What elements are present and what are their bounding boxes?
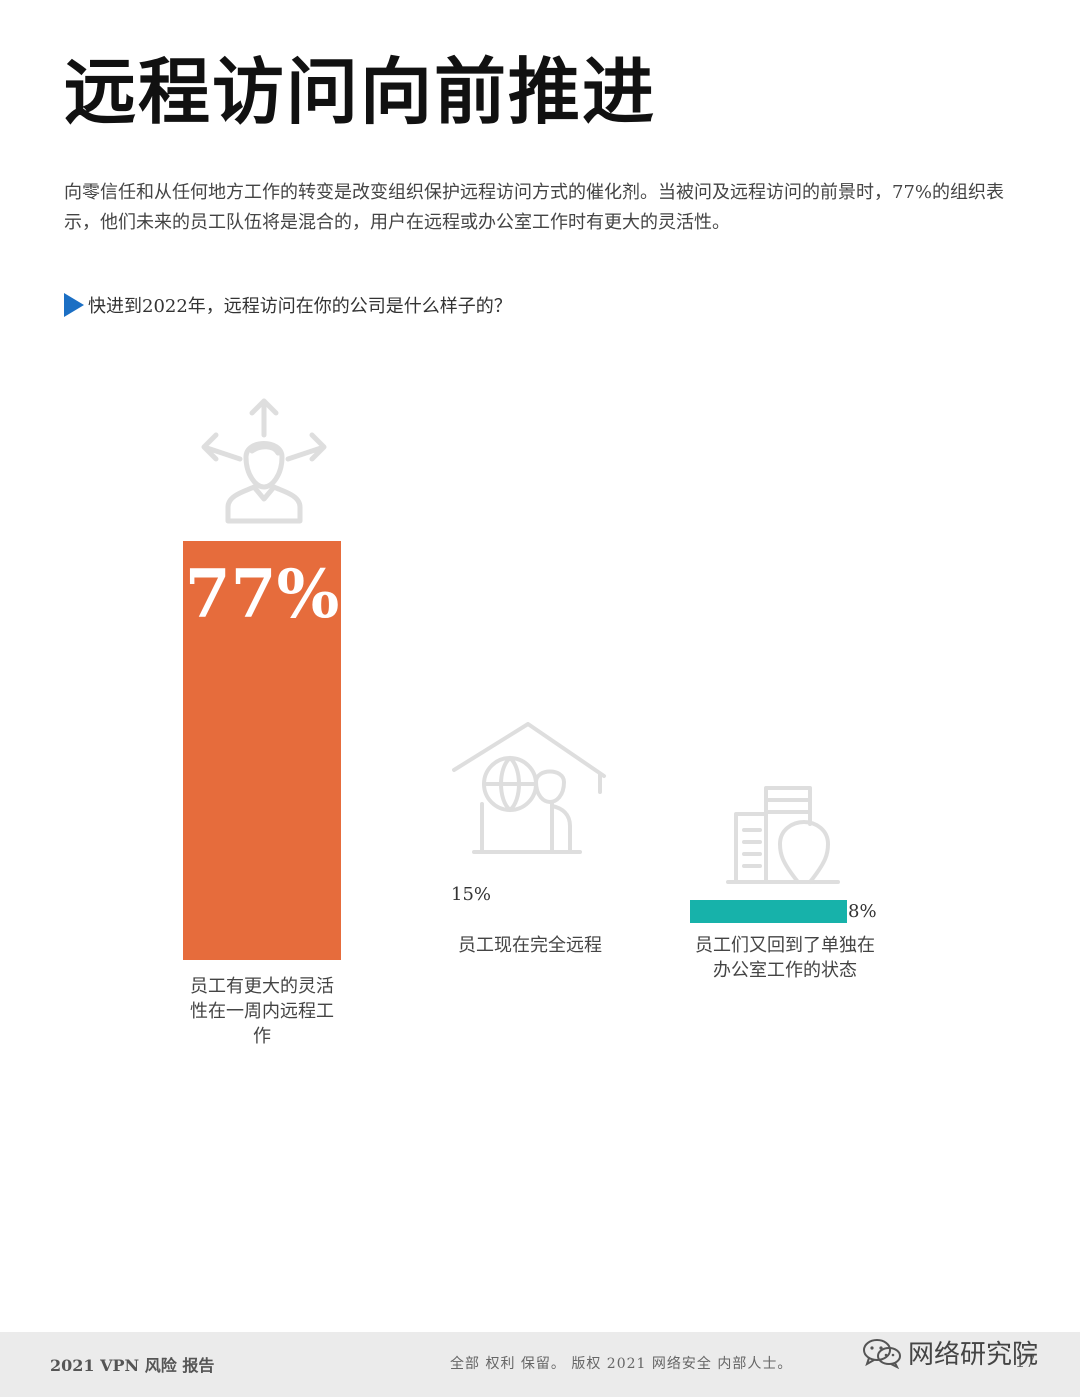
category-label-office-only-line-2: 办公室工作的状态 xyxy=(713,960,857,981)
category-label-fully-remote: 员工现在完全远程 xyxy=(420,933,640,958)
watermark-text: 网络研究院 xyxy=(908,1340,1039,1370)
footer-page-number: 17 xyxy=(1015,1352,1036,1371)
footer-copyright: 全部 权利 保留。 版权 2021 网络安全 内部人士。 xyxy=(450,1356,793,1372)
footer: 2021 VPN 风险 报告 全部 权利 保留。 版权 2021 网络安全 内部… xyxy=(0,1332,1080,1397)
category-label-flexible-remote-line-1: 员工有更大的灵活 xyxy=(190,976,334,997)
value-label-fully-remote: 15% xyxy=(451,884,492,905)
category-label-flexible-remote: 员工有更大的灵活 性在一周内远程工 作 xyxy=(177,974,347,1049)
bar-flexible-remote xyxy=(183,541,341,960)
category-label-office-only: 员工们又回到了单独在 办公室工作的状态 xyxy=(670,933,900,983)
bar-office-only xyxy=(690,900,847,923)
category-label-flexible-remote-line-2: 性在一周内远程工 xyxy=(190,1001,334,1022)
bar-fully-remote xyxy=(451,878,511,960)
house-remote-worker-icon xyxy=(452,722,606,854)
survey-question: 快进到2022年，远程访问在你的公司是什么样子的？ xyxy=(64,292,512,318)
value-label-flexible-remote: 77% xyxy=(184,555,340,633)
wechat-icon xyxy=(863,1338,901,1369)
watermark: 网络研究院 xyxy=(862,1334,1038,1371)
person-arrows-icon xyxy=(201,398,327,524)
play-triangle-icon xyxy=(64,293,84,317)
value-label-office-only: 8% xyxy=(848,901,877,922)
office-building-icon xyxy=(726,786,840,884)
footer-report-title: 2021 VPN 风险 报告 xyxy=(50,1356,215,1375)
survey-question-text: 快进到2022年，远程访问在你的公司是什么样子的？ xyxy=(88,296,512,317)
category-label-office-only-line-1: 员工们又回到了单独在 xyxy=(695,935,875,956)
category-label-flexible-remote-line-3: 作 xyxy=(253,1026,271,1047)
intro-paragraph: 向零信任和从任何地方工作的转变是改变组织保护远程访问方式的催化剂。当被问及远程访… xyxy=(64,182,1005,233)
category-label-fully-remote-line-1: 员工现在完全远程 xyxy=(458,935,602,956)
page-title: 远程访问向前推进 xyxy=(64,49,657,134)
